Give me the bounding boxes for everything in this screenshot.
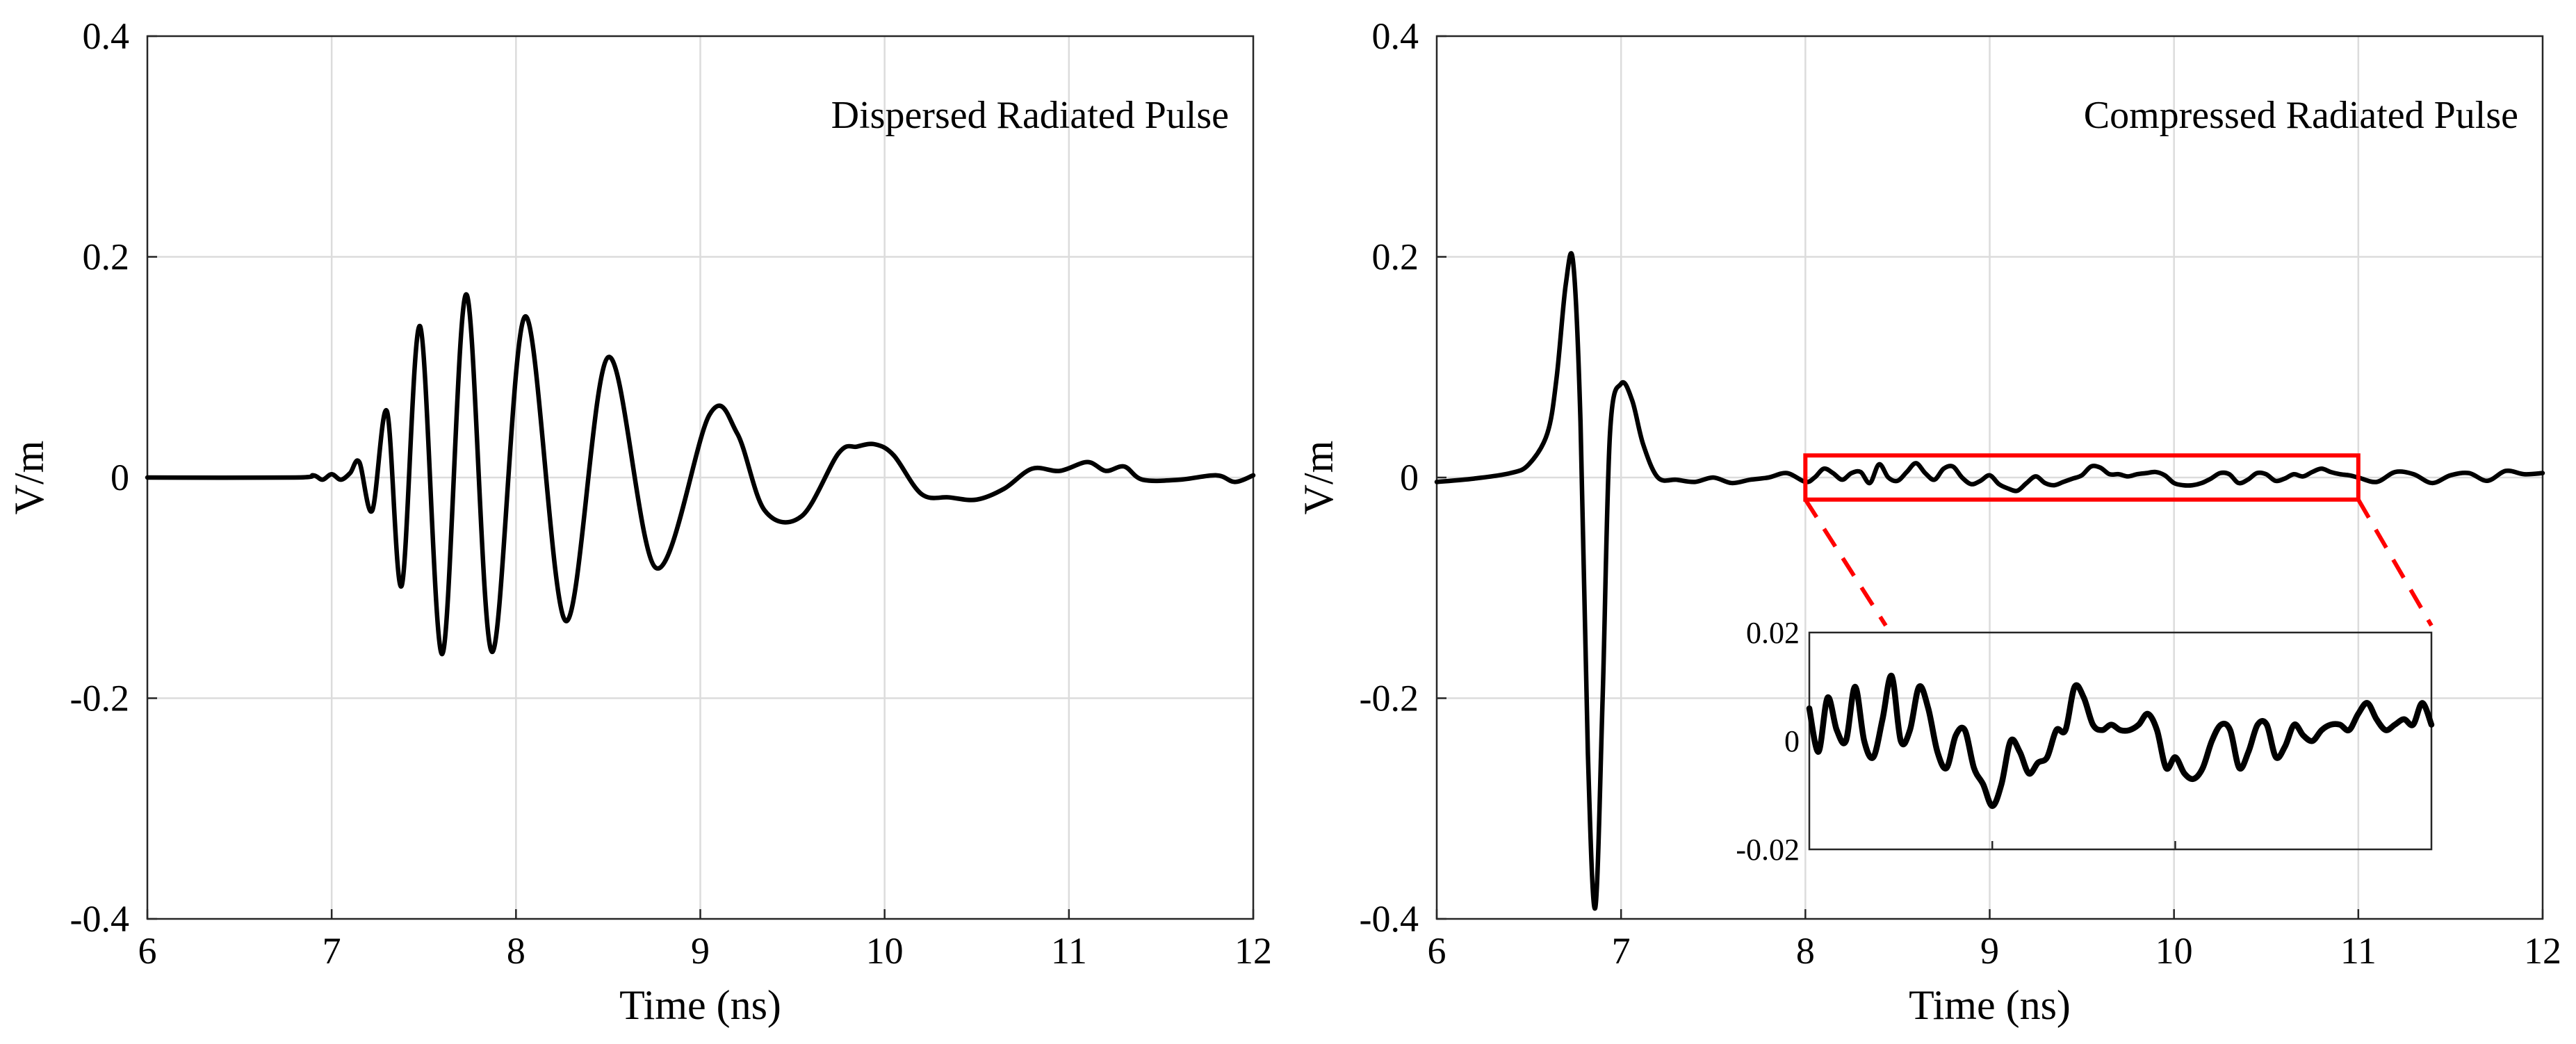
x-tick-label: 7 [1612,930,1631,972]
inset-y-tick-label: -0.02 [1736,833,1800,867]
x-tick-label: 8 [1796,930,1815,972]
x-tick-label: 8 [507,930,525,972]
x-tick-label: 7 [323,930,341,972]
inset-plot: -0.02 0 0.02 [1736,616,2435,867]
inset-frame [1808,631,2433,851]
x-tick-label: 11 [1051,930,1087,972]
x-tick-label: 12 [2524,930,2561,972]
x-tick-label: 6 [138,930,157,972]
series-line [145,292,1256,657]
x-tick-label: 6 [1428,930,1446,972]
zoom-box [1803,453,2361,502]
x-axis-label: Time (ns) [1909,982,2071,1028]
y-tick-label: 0.2 [83,236,130,278]
chart-panel-2: 6 7 8 9 10 11 12 -0.4 -0.2 0 0.2 0.4 Time (ns) V/m Com… [1296,15,2561,1028]
y-tick-label: 0 [1400,457,1419,498]
series-line [1434,251,2545,911]
inset-y-tick-label: 0 [1784,724,1800,758]
inset-series-line [1806,673,2435,809]
inset-y-tick-label: 0.02 [1746,616,1800,650]
y-axis-label: V/m [6,441,52,515]
y-tick-label: 0.4 [1372,15,1419,57]
y-tick-label: -0.2 [70,678,129,719]
y-tick-label: -0.4 [70,898,129,940]
y-tick-label: -0.2 [1360,678,1419,719]
x-axis-label: Time (ns) [619,982,781,1028]
chart-panel-1: 6 7 8 9 10 11 12 -0.4 -0.2 0 0.2 0.4 Time (ns) V/m Dis… [6,15,1272,1028]
x-tick-label: 10 [2155,930,2193,972]
y-tick-label: 0.4 [83,15,130,57]
x-tick-label: 9 [1980,930,1999,972]
y-tick-label: 0.2 [1372,236,1419,278]
y-axis-label: V/m [1296,441,1342,515]
x-tick-label: 12 [1234,930,1272,972]
y-tick-label: -0.4 [1360,898,1419,940]
zoom-connector-left [1803,498,1888,627]
x-tick-label: 11 [2340,930,2377,972]
plot-annotation: Compressed Radiated Pulse [2084,94,2518,137]
y-tick-label: 0 [111,457,129,498]
x-tick-label: 9 [691,930,710,972]
x-tick-label: 10 [866,930,904,972]
zoom-connector-right [2356,498,2434,627]
plot-annotation: Dispersed Radiated Pulse [831,94,1229,137]
